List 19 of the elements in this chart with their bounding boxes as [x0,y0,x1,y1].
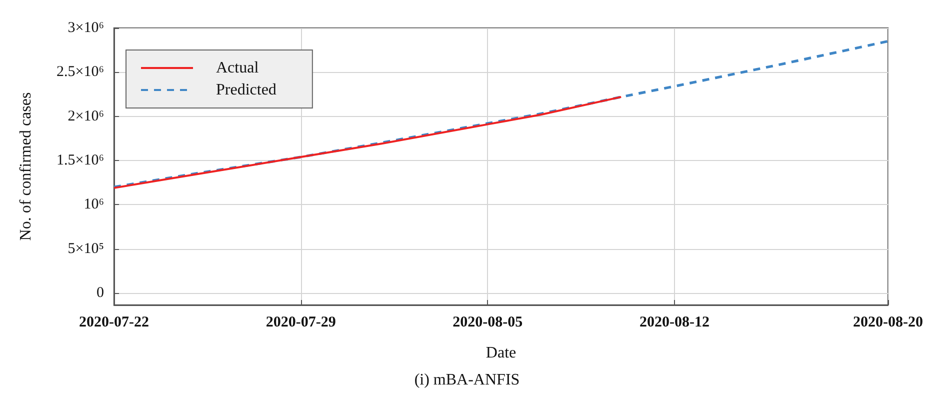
x-tick-label: 2020-08-12 [639,314,710,330]
y-tick-label: 10⁶ [84,196,104,213]
y-tick-label: 1.5×10⁶ [56,152,104,169]
x-tick-label: 2020-08-20 [853,314,924,330]
y-tick-label: 0 [96,285,104,302]
y-tick-label: 3×10⁶ [68,20,104,36]
legend-label: Predicted [216,82,276,98]
y-tick-label: 5×10⁵ [68,240,104,257]
y-axis-title: No. of confirmed cases [18,92,34,241]
x-axis-title: Date [486,344,516,362]
x-tick-label: 2020-08-05 [452,314,523,330]
y-tick-label: 2.5×10⁶ [56,64,104,80]
y-tick-label: 2×10⁶ [68,108,104,124]
legend-label: Actual [216,60,260,76]
x-tick-label: 2020-07-22 [79,314,149,330]
x-tick-label: 2020-07-29 [266,314,336,330]
line-series [112,40,890,188]
text: (i) mBA-ANFIS [414,372,520,388]
line-series [113,96,622,189]
